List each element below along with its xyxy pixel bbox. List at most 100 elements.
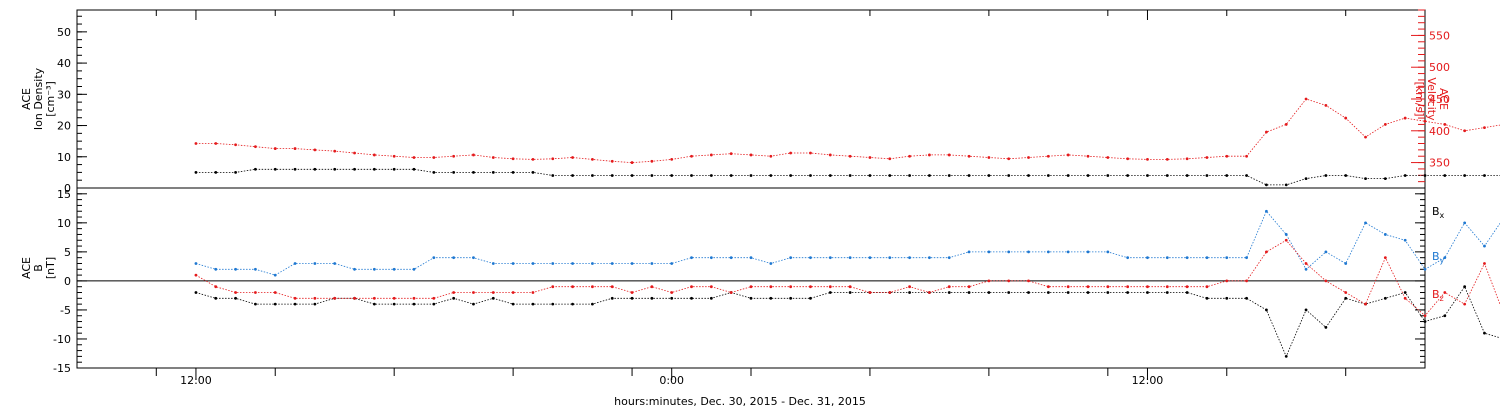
top-point bbox=[372, 167, 376, 171]
bottom-point bbox=[392, 296, 396, 300]
top-point bbox=[1027, 174, 1030, 177]
bottom-point bbox=[987, 279, 991, 283]
bottom-point bbox=[571, 302, 574, 306]
bottom-point bbox=[234, 296, 237, 300]
top-point bbox=[1423, 119, 1427, 123]
bottom-point bbox=[848, 285, 852, 289]
top-point bbox=[729, 152, 733, 156]
bottom-point bbox=[571, 262, 574, 265]
top-series-velocity bbox=[194, 97, 1500, 164]
top-point bbox=[947, 153, 951, 157]
plot-frame bbox=[76, 9, 1426, 369]
b-tick-label: -5 bbox=[60, 304, 71, 317]
top-point bbox=[749, 153, 753, 157]
top-point bbox=[690, 154, 693, 158]
velocity-tick-label: 400 bbox=[1429, 125, 1450, 138]
legend-entry-bx: Bx bbox=[1432, 205, 1445, 220]
bottom-point bbox=[1185, 285, 1189, 289]
top-point bbox=[809, 151, 812, 155]
top-point bbox=[511, 170, 515, 174]
bottom-point bbox=[1383, 296, 1387, 300]
bottom-point bbox=[1146, 285, 1149, 289]
b-tick-label: 5 bbox=[64, 246, 71, 259]
top-trace bbox=[195, 98, 1500, 164]
bottom-point bbox=[1086, 291, 1090, 294]
b-tick-label: -10 bbox=[53, 333, 71, 346]
top-point bbox=[1284, 123, 1288, 126]
bottom-point bbox=[511, 291, 515, 294]
bottom-point bbox=[432, 296, 436, 300]
top-point bbox=[670, 174, 674, 177]
bottom-point bbox=[1086, 285, 1090, 289]
bottom-trace bbox=[195, 285, 1500, 358]
top-point bbox=[928, 174, 931, 177]
top-point bbox=[313, 148, 317, 152]
bottom-point bbox=[1126, 291, 1130, 294]
bottom-point bbox=[690, 256, 693, 260]
bottom-point bbox=[610, 285, 614, 289]
bottom-point bbox=[1146, 291, 1149, 294]
bottom-point bbox=[630, 262, 634, 265]
b-axis-label-line: B bbox=[32, 264, 45, 272]
bottom-point bbox=[967, 285, 971, 289]
density-axis-label: ACEIon Density[cm⁻³] bbox=[20, 67, 57, 130]
bottom-point bbox=[828, 291, 832, 294]
bottom-point bbox=[511, 302, 515, 306]
bottom-point bbox=[670, 291, 674, 294]
bottom-point bbox=[452, 256, 456, 260]
bottom-point bbox=[1086, 250, 1090, 254]
velocity-tick-label: 450 bbox=[1429, 93, 1450, 106]
bottom-trace bbox=[195, 210, 1500, 276]
bottom-point bbox=[630, 291, 634, 294]
top-point bbox=[313, 167, 317, 171]
bottom-point bbox=[809, 285, 812, 289]
bottom-point bbox=[234, 291, 237, 294]
bottom-point bbox=[452, 291, 456, 294]
top-point bbox=[531, 170, 535, 174]
top-point bbox=[472, 170, 475, 174]
bottom-point bbox=[1205, 256, 1209, 260]
bottom-point bbox=[293, 296, 297, 300]
velocity-axis-label-line: ACE bbox=[1437, 88, 1450, 110]
bottom-point bbox=[809, 256, 812, 260]
bottom-point bbox=[1027, 291, 1030, 294]
top-series-ion-density bbox=[194, 167, 1500, 187]
bottom-series-bx bbox=[194, 285, 1500, 358]
time-tick-label: 12:00 bbox=[1132, 374, 1164, 387]
legend-subscript: z bbox=[1440, 294, 1444, 303]
bottom-series-bz bbox=[194, 238, 1500, 318]
bottom-point bbox=[749, 256, 753, 260]
bottom-point bbox=[868, 256, 872, 260]
legend-symbol: B bbox=[1432, 250, 1440, 263]
bottom-point bbox=[531, 302, 535, 306]
bottom-point bbox=[273, 302, 277, 306]
top-point bbox=[1225, 174, 1229, 177]
legend-symbol: B bbox=[1432, 205, 1440, 218]
bottom-point bbox=[1027, 250, 1030, 254]
bottom-point bbox=[412, 267, 416, 271]
bottom-point bbox=[1185, 291, 1189, 294]
density-tick-label: 50 bbox=[57, 26, 71, 39]
b-tick-label: 0 bbox=[64, 275, 71, 288]
top-point bbox=[828, 174, 832, 177]
bottom-point bbox=[928, 256, 931, 260]
b-tick-label: 15 bbox=[57, 188, 71, 201]
top-point bbox=[729, 174, 733, 177]
velocity-axis-label-line: [km/s] bbox=[1413, 81, 1426, 116]
bottom-point bbox=[1146, 256, 1149, 260]
velocity-tick-label: 550 bbox=[1429, 29, 1450, 42]
bottom-point bbox=[293, 302, 297, 306]
top-point bbox=[1165, 157, 1169, 161]
legend-subscript: y bbox=[1440, 256, 1445, 265]
top-point bbox=[908, 154, 911, 158]
top-point bbox=[1066, 174, 1070, 177]
bottom-point bbox=[729, 291, 733, 294]
top-point bbox=[571, 174, 574, 177]
top-point bbox=[868, 174, 872, 177]
time-axis: 12:00 0:00 12:00 bbox=[155, 10, 1347, 387]
top-point bbox=[1225, 154, 1229, 158]
top-point bbox=[1126, 174, 1130, 177]
bottom-point bbox=[412, 302, 416, 306]
